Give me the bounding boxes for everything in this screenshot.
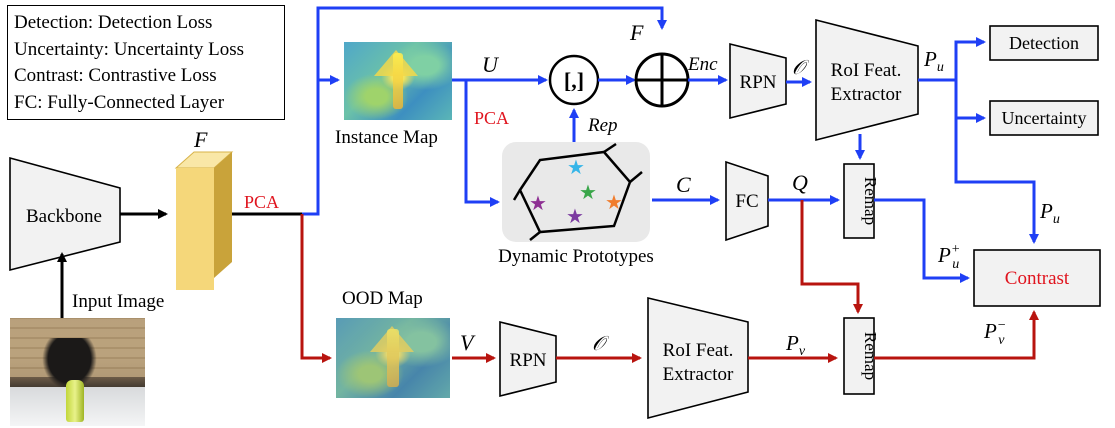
arrow-pv-minus-to-contrast (874, 310, 1039, 360)
symbol-q: Q (792, 170, 808, 195)
symbol-rep: Rep (587, 115, 618, 136)
pca-top-label: PCA (474, 108, 509, 128)
roi-top-line2: Extractor (831, 84, 902, 105)
instance-map-image (344, 42, 452, 120)
legend-line: Uncertainty: Uncertainty Loss (14, 38, 245, 60)
fc-block: FC (725, 160, 769, 242)
concat-label: [,] (564, 68, 584, 93)
symbol-enc: Enc (687, 54, 718, 75)
rpn-bottom-label: RPN (510, 350, 547, 371)
arrow-pu-plus-to-contrast (874, 198, 970, 283)
uncertainty-box: Uncertainty (989, 100, 1099, 136)
remap-bottom-block: Remap (843, 317, 880, 395)
arrow-to-ood-map (300, 214, 332, 363)
arrow-q-to-remap-bottom (800, 200, 863, 314)
roi-top-block: RoI Feat. Extractor (815, 18, 919, 142)
detection-label: Detection (1009, 33, 1079, 53)
feature-map-f (174, 151, 234, 290)
symbol-pv: Pv (785, 331, 806, 359)
detection-box: Detection (989, 25, 1099, 61)
rpn-bottom-block: RPN (499, 320, 557, 398)
pca-main-label: PCA (244, 192, 279, 212)
symbol-v: V (460, 330, 476, 355)
remap-top-block: Remap (843, 163, 880, 239)
star-icon: ★ (566, 206, 584, 228)
contrast-box: Contrast (973, 249, 1101, 307)
concat-node: [,] (548, 54, 600, 106)
legend-line: Detection: Detection Loss (14, 12, 213, 33)
arrow-to-detection (954, 37, 986, 80)
arrow-pu-to-contrast (954, 118, 1039, 244)
remap-top-label: Remap (861, 177, 880, 225)
backbone-label: Backbone (26, 206, 102, 227)
arrow-to-instance-map (302, 75, 340, 216)
ood-map-image (336, 318, 450, 398)
star-icon: ★ (567, 157, 585, 179)
symbol-pu-right: Pu (1039, 199, 1060, 227)
symbol-pu-plus: P+ u (937, 242, 960, 272)
uncertainty-label: Uncertainty (1002, 108, 1087, 128)
symbol-pu: Pu (923, 47, 944, 75)
symbol-u: U (482, 52, 500, 77)
symbol-o-top: 𝒪 (792, 57, 810, 79)
instance-map-label: Instance Map (335, 127, 438, 148)
dynamic-prototypes-label: Dynamic Prototypes (498, 246, 654, 267)
roi-top-line1: RoI Feat. (831, 60, 902, 81)
roi-bottom-block: RoI Feat. Extractor (647, 296, 749, 420)
legend-line: FC: Fully-Connected Layer (14, 91, 225, 113)
symbol-c: C (676, 172, 691, 197)
remap-bottom-label: Remap (861, 332, 880, 380)
legend: Detection: Detection Loss Uncertainty: U… (7, 5, 285, 120)
arrow-f-skip (316, 6, 667, 80)
ood-map-label: OOD Map (342, 288, 423, 309)
dynamic-prototypes: ★ ★ ★ ★ ★ (502, 142, 650, 242)
legend-line: Contrast: Contrastive Loss (14, 65, 217, 86)
input-image-photo (10, 318, 145, 426)
contrast-label: Contrast (1005, 268, 1070, 289)
roi-bottom-line2: Extractor (663, 364, 734, 385)
star-icon: ★ (579, 182, 597, 204)
rpn-top-block: RPN (729, 42, 787, 120)
backbone-block: Backbone (9, 156, 121, 272)
plus-node (634, 52, 690, 108)
arrow-to-uncertainty (954, 80, 986, 123)
symbol-f-top: F (629, 20, 644, 45)
fc-label: FC (735, 191, 758, 212)
input-image-label: Input Image (72, 291, 164, 312)
symbol-f-backbone: F (193, 127, 208, 152)
arrow-u-to-prototypes (464, 80, 500, 207)
rpn-top-label: RPN (740, 72, 777, 93)
symbol-o-bottom: 𝒪 (592, 333, 610, 355)
star-icon: ★ (605, 192, 623, 214)
star-icon: ★ (529, 193, 547, 215)
roi-bottom-line1: RoI Feat. (663, 340, 734, 361)
symbol-pv-minus: P− v (983, 318, 1006, 348)
